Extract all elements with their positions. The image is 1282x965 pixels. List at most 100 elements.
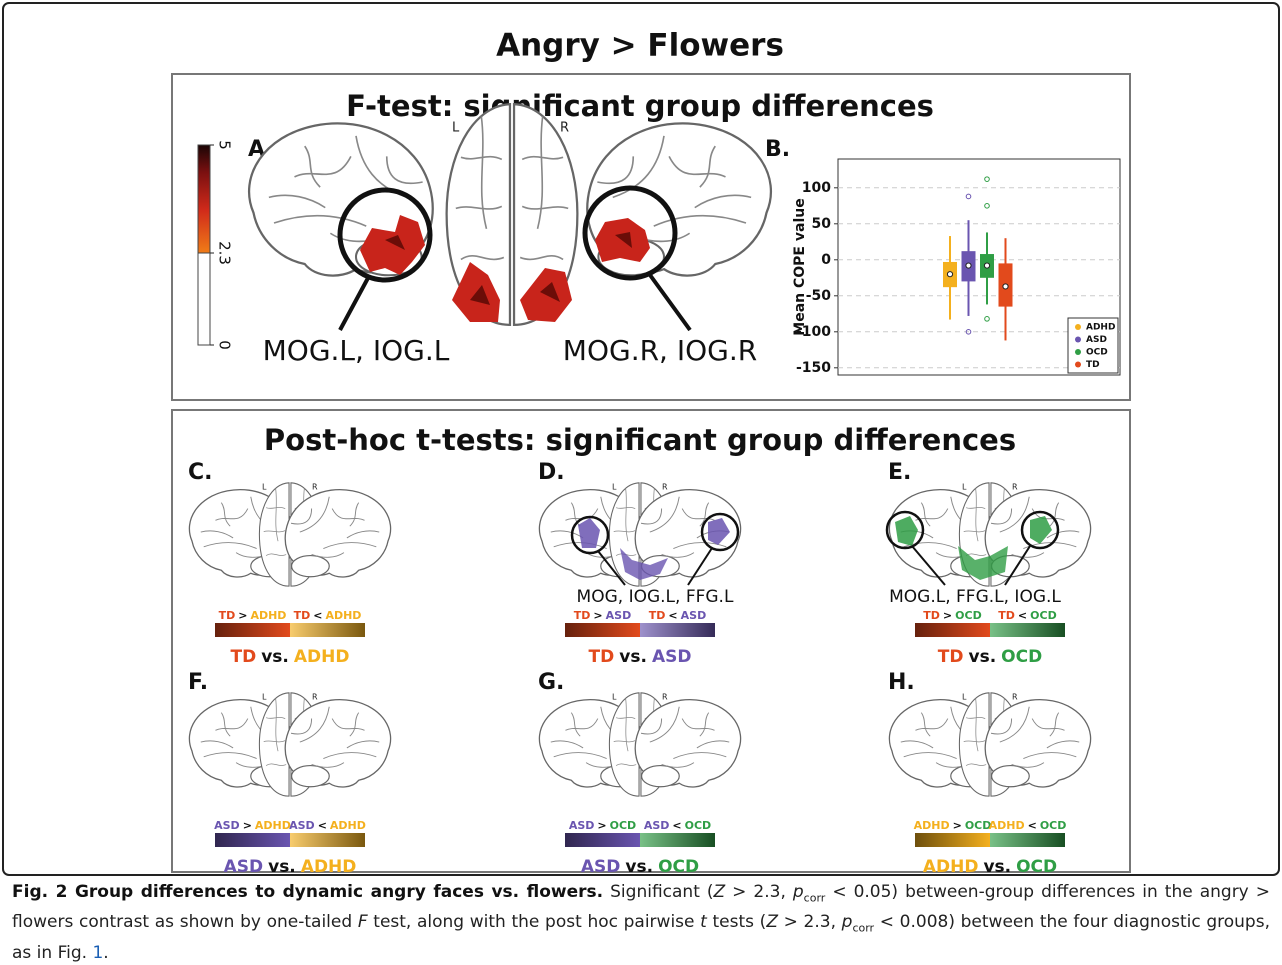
region-label: MOG.L, FFG.L, IOG.L	[889, 587, 1061, 607]
page: { "title": "Angry > Flowers", "group_col…	[0, 0, 1282, 953]
legend-marker	[1075, 324, 1081, 330]
vs-word: vs.	[983, 857, 1011, 877]
region-label: MOG.L, IOG.L	[263, 334, 450, 367]
contrast-bar-left	[565, 833, 640, 847]
figure-title: Angry > Flowers	[496, 28, 784, 64]
contrast-label: ASD>ADHD	[214, 819, 291, 832]
group-name: ASD	[644, 819, 670, 832]
operator: <	[1018, 609, 1027, 622]
post-hoc-frame	[172, 410, 1130, 872]
panel-letter: F.	[188, 670, 208, 695]
y-axis-label: Mean COPE value	[792, 198, 808, 335]
group-name: OCD	[1001, 647, 1042, 667]
contrast-bar-left	[565, 623, 640, 637]
caption-text: Z	[766, 912, 778, 932]
vs-word: vs.	[625, 857, 653, 877]
hemisphere-label: L	[452, 121, 460, 136]
group-name: OCD	[610, 819, 637, 832]
legend-label: TD	[1086, 360, 1100, 370]
group-name: ADHD	[301, 857, 357, 877]
contrast-label: ASD<ADHD	[289, 819, 366, 832]
caption-text: p	[793, 882, 804, 902]
caption-text: tests (	[707, 912, 766, 932]
region-label: MOG.R, IOG.R	[563, 334, 757, 367]
group-name: ADHD	[250, 609, 286, 622]
legend-label: ASD	[1086, 335, 1107, 345]
contrast-label: ASD> OCD	[569, 819, 636, 832]
outlier	[966, 194, 971, 199]
brain-lateral-right	[285, 490, 390, 577]
group-name: ADHD	[294, 647, 350, 667]
brain-lateral-right	[635, 700, 740, 787]
contrast-bar-left	[915, 833, 990, 847]
caption-heading: Fig. 2 Group differences to dynamic angr…	[12, 882, 603, 902]
hemisphere-label: R	[312, 693, 318, 702]
median	[947, 272, 952, 277]
group-name: ADHD	[330, 819, 366, 832]
contrast-label: ADHD>OCD	[914, 819, 992, 832]
operator: <	[1028, 819, 1037, 832]
contrast-bar-right	[290, 623, 365, 637]
brain-lateral-right	[285, 700, 390, 787]
group-name: TD	[574, 609, 591, 622]
panel-letter: G.	[538, 670, 564, 695]
contrast-title: TDvs.ASD	[589, 647, 692, 667]
contrast-bar-right	[290, 833, 365, 847]
group-name: ADHD	[989, 819, 1025, 832]
group-name: ASD	[652, 647, 692, 667]
group-name: TD	[938, 647, 964, 667]
y-tick-label: -150	[796, 360, 831, 376]
operator: >	[597, 819, 606, 832]
operator: >	[953, 819, 962, 832]
group-name: ASD	[606, 609, 632, 622]
colorbar-high	[198, 145, 210, 253]
hemisphere-label: L	[612, 483, 617, 492]
group-name: TD	[294, 609, 311, 622]
group-name: TD	[649, 609, 666, 622]
group-name: ASD	[681, 609, 707, 622]
panel-letter: B.	[765, 137, 790, 162]
caption-text: corr	[852, 922, 874, 935]
contrast-bar-left	[215, 833, 290, 847]
group-name: ADHD	[325, 609, 361, 622]
group-name: OCD	[658, 857, 699, 877]
contrast-label: TD<OCD	[998, 609, 1056, 622]
figure-caption: Fig. 2 Group differences to dynamic angr…	[12, 880, 1270, 965]
colorbar-tick-label: 2.3	[216, 241, 234, 265]
y-tick-label: 100	[802, 180, 831, 196]
contrast-bar-right	[640, 623, 715, 637]
hemisphere-label: L	[262, 483, 267, 492]
operator: >	[593, 609, 602, 622]
median	[1003, 284, 1008, 289]
vs-word: vs.	[261, 647, 289, 667]
hemisphere-label: R	[662, 693, 668, 702]
caption-text: F	[358, 912, 368, 932]
contrast-label: TD>OCD	[923, 609, 981, 622]
contrast-title: TDvs.ADHD	[231, 647, 350, 667]
contrast-label: TD>ADHD	[219, 609, 287, 622]
group-name: ADHD	[914, 819, 950, 832]
vs-word: vs.	[969, 647, 997, 667]
colorbar-low	[198, 253, 210, 345]
outlier	[985, 317, 990, 322]
caption-text: Z	[714, 882, 726, 902]
group-name: OCD	[1040, 819, 1067, 832]
outlier	[985, 177, 990, 182]
group-name: OCD	[965, 819, 992, 832]
operator: <	[313, 609, 322, 622]
operator: <	[668, 609, 677, 622]
group-name: OCD	[1016, 857, 1057, 877]
hemisphere-label: R	[1012, 483, 1018, 492]
panel-brains	[889, 693, 1090, 796]
y-tick-label: 0	[821, 252, 831, 268]
group-name: ASD	[569, 819, 595, 832]
caption-text: t	[700, 912, 707, 932]
y-tick-label: 50	[812, 216, 832, 232]
group-name: OCD	[955, 609, 982, 622]
colorbar-tick-label: 0	[216, 340, 234, 350]
contrast-title: TDvs.OCD	[938, 647, 1042, 667]
group-name: TD	[219, 609, 236, 622]
legend-marker	[1075, 362, 1081, 368]
operator: >	[238, 609, 247, 622]
